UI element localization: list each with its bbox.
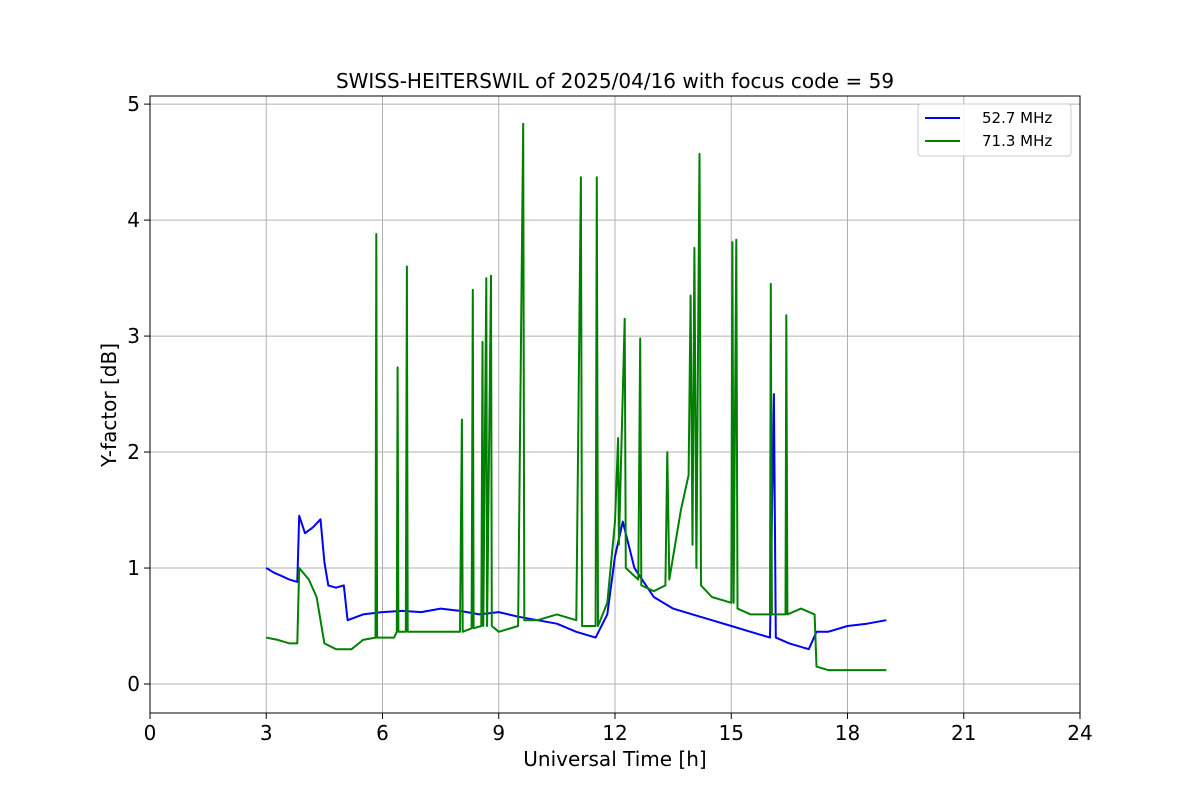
y-tick-label: 3	[127, 324, 140, 348]
y-tick-label: 1	[127, 556, 140, 580]
x-tick-label: 9	[492, 721, 505, 745]
series-line-71-3-mhz	[266, 122, 887, 672]
x-tick-label: 15	[719, 721, 744, 745]
y-axis-label: Y-factor [dB]	[97, 343, 121, 468]
y-tick-label: 4	[127, 208, 140, 232]
x-axis-ticks: 0 3 6 9 12 15 18 21 24	[144, 713, 1093, 745]
x-tick-label: 18	[835, 721, 860, 745]
legend-label-71-3-mhz: 71.3 MHz	[982, 132, 1052, 150]
legend-label-52-7-mhz: 52.7 MHz	[982, 109, 1052, 127]
series-layer	[265, 122, 887, 672]
x-axis-label: Universal Time [h]	[523, 747, 706, 771]
y-tick-label: 5	[127, 92, 140, 116]
x-tick-label: 3	[260, 721, 273, 745]
x-tick-label: 24	[1067, 721, 1092, 745]
x-tick-label: 6	[376, 721, 389, 745]
y-tick-label: 0	[127, 672, 140, 696]
y-axis-ticks: 0 1 2 3 4 5	[127, 92, 150, 696]
x-tick-label: 21	[951, 721, 976, 745]
y-tick-label: 2	[127, 440, 140, 464]
legend: 52.7 MHz 71.3 MHz	[917, 103, 1072, 157]
x-tick-label: 0	[144, 721, 157, 745]
x-tick-label: 12	[602, 721, 627, 745]
chart-title: SWISS-HEITERSWIL of 2025/04/16 with focu…	[336, 69, 894, 93]
